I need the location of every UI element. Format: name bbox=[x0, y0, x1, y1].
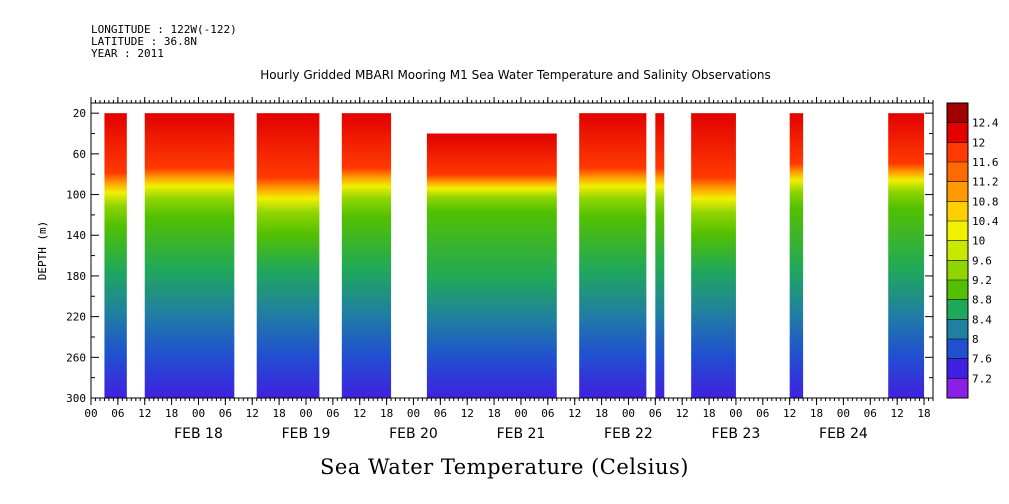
colorbar-label: 8.4 bbox=[972, 313, 992, 326]
colorbar-cell bbox=[947, 280, 968, 301]
x-day-label: FEB 19 bbox=[282, 426, 331, 442]
x-tick-label: 12 bbox=[568, 407, 581, 420]
colorbar-cell bbox=[947, 103, 968, 124]
x-tick-label: 18 bbox=[595, 407, 608, 420]
chart-footer-title: Sea Water Temperature (Celsius) bbox=[319, 455, 689, 479]
x-tick-label: 00 bbox=[837, 407, 850, 420]
x-day-label: FEB 23 bbox=[712, 426, 761, 442]
x-tick-label: 00 bbox=[84, 407, 97, 420]
colorbar-label: 7.2 bbox=[972, 372, 992, 385]
colorbar-cell bbox=[947, 221, 968, 242]
x-tick-label: 00 bbox=[729, 407, 742, 420]
colorbar-cell bbox=[947, 319, 968, 340]
x-tick-label: 06 bbox=[756, 407, 769, 420]
longitude-label: LONGITUDE : 122W(-122) bbox=[91, 23, 237, 36]
x-tick-label: 18 bbox=[810, 407, 823, 420]
x-tick-label: 18 bbox=[380, 407, 393, 420]
data-segment bbox=[256, 113, 320, 398]
data-segment bbox=[655, 113, 665, 398]
y-tick-label: 20 bbox=[73, 107, 86, 120]
x-tick-label: 06 bbox=[434, 407, 447, 420]
y-tick-label: 260 bbox=[66, 351, 86, 364]
y-tick-label: 100 bbox=[66, 189, 86, 202]
year-label: YEAR : 2011 bbox=[91, 47, 164, 60]
x-tick-label: 12 bbox=[138, 407, 151, 420]
x-day-label: FEB 21 bbox=[497, 426, 546, 442]
x-tick-label: 00 bbox=[192, 407, 205, 420]
x-tick-label: 00 bbox=[514, 407, 527, 420]
x-tick-label: 18 bbox=[487, 407, 500, 420]
x-day-label: FEB 24 bbox=[819, 426, 868, 442]
data-segment bbox=[789, 113, 804, 398]
data-segment bbox=[341, 113, 392, 398]
colorbar-cell bbox=[947, 260, 968, 281]
colorbar-cell bbox=[947, 339, 968, 360]
axes: 00 06 12 18 00 06 12 18 00 06 12 18 00 06 12 18 00 06 12 18… bbox=[66, 97, 934, 442]
data-segment bbox=[144, 113, 235, 398]
x-tick-label: 00 bbox=[299, 407, 312, 420]
x-tick-label: 18 bbox=[272, 407, 285, 420]
colorbar-cell bbox=[947, 201, 968, 222]
x-tick-label: 12 bbox=[783, 407, 796, 420]
x-day-label: FEB 22 bbox=[604, 426, 653, 442]
x-tick-label: 18 bbox=[165, 407, 178, 420]
x-tick-label: 12 bbox=[461, 407, 474, 420]
x-tick-label: 06 bbox=[111, 407, 124, 420]
x-tick-label: 06 bbox=[864, 407, 877, 420]
latitude-label: LATITUDE : 36.8N bbox=[91, 35, 197, 48]
y-tick-label: 300 bbox=[66, 392, 86, 405]
colorbar-label: 9.2 bbox=[972, 274, 992, 287]
x-day-label: FEB 18 bbox=[174, 426, 223, 442]
x-tick-label: 06 bbox=[326, 407, 339, 420]
colorbar-cell bbox=[947, 299, 968, 320]
data-segment bbox=[691, 113, 736, 398]
colorbar: 12.4 12 11.6 11.2 10.8 10.4 10 9.6 9.2 8.8 8.4 8 7.6… bbox=[946, 102, 999, 399]
x-tick-label: 12 bbox=[676, 407, 689, 420]
colorbar-cell bbox=[947, 181, 968, 202]
x-tick-label: 06 bbox=[649, 407, 662, 420]
data-segment bbox=[579, 113, 647, 398]
x-tick-label: 00 bbox=[407, 407, 420, 420]
x-tick-label: 06 bbox=[219, 407, 232, 420]
data-segment bbox=[888, 113, 925, 398]
colorbar-label: 11.2 bbox=[972, 176, 999, 189]
chart-title: Hourly Gridded MBARI Mooring M1 Sea Wate… bbox=[260, 68, 771, 82]
colorbar-label: 12.4 bbox=[972, 117, 999, 130]
x-tick-label: 12 bbox=[891, 407, 904, 420]
colorbar-cell bbox=[947, 122, 968, 143]
colorbar-label: 10 bbox=[972, 235, 985, 248]
colorbar-label: 8.8 bbox=[972, 294, 992, 307]
y-tick-label: 180 bbox=[66, 270, 86, 283]
x-tick-label: 18 bbox=[702, 407, 715, 420]
colorbar-cell bbox=[947, 358, 968, 379]
colorbar-cell bbox=[947, 378, 968, 399]
x-tick-label: 00 bbox=[622, 407, 635, 420]
colorbar-label: 8 bbox=[972, 333, 979, 346]
colorbar-label: 11.6 bbox=[972, 156, 999, 169]
data-segment bbox=[104, 113, 127, 398]
data-segment bbox=[426, 133, 557, 398]
colorbar-label: 7.6 bbox=[972, 353, 992, 366]
y-tick-label: 60 bbox=[73, 148, 86, 161]
colorbar-label: 12 bbox=[972, 136, 985, 149]
y-tick-label: 140 bbox=[66, 229, 86, 242]
x-tick-label: 12 bbox=[353, 407, 366, 420]
y-axis-label: DEPTH (m) bbox=[36, 221, 49, 281]
colorbar-label: 9.6 bbox=[972, 254, 992, 267]
colorbar-cell bbox=[947, 162, 968, 183]
x-tick-label: 18 bbox=[917, 407, 930, 420]
x-tick-label: 06 bbox=[541, 407, 554, 420]
colorbar-label: 10.8 bbox=[972, 195, 999, 208]
colorbar-cell bbox=[947, 142, 968, 163]
x-tick-label: 12 bbox=[246, 407, 259, 420]
x-day-label: FEB 20 bbox=[389, 426, 438, 442]
data-segments bbox=[104, 113, 925, 398]
colorbar-cell bbox=[947, 240, 968, 261]
colorbar-label: 10.4 bbox=[972, 215, 999, 228]
y-tick-label: 220 bbox=[66, 311, 86, 324]
